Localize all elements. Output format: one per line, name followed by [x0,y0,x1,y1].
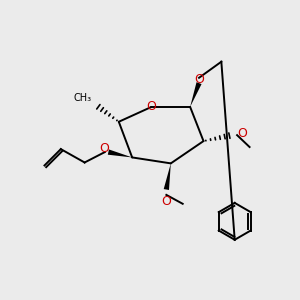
Text: O: O [161,195,171,208]
Polygon shape [108,149,132,158]
Polygon shape [164,164,171,190]
Text: O: O [237,127,247,140]
Text: O: O [195,73,205,86]
Polygon shape [190,82,202,107]
Text: CH₃: CH₃ [74,93,92,103]
Text: O: O [146,100,156,112]
Text: O: O [99,142,109,155]
